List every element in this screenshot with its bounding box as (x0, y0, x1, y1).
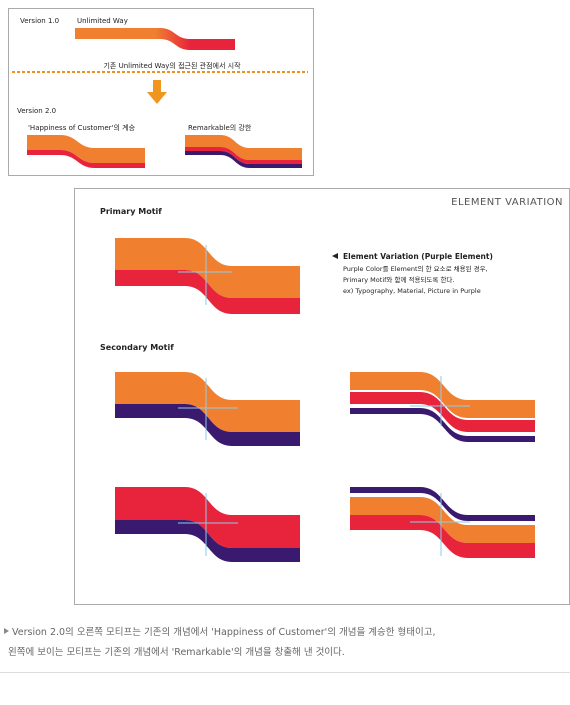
motif-shape (185, 135, 302, 160)
transition: 기존 Unlimited Way의 접근된 관점에서 시작 (103, 61, 241, 70)
caption-line: 왼쪽에 보이는 모티프는 기존의 개념에서 'Remarkable'의 개념을 … (8, 646, 345, 658)
version1: Version 1.0 (20, 17, 59, 25)
motif-shape (350, 408, 535, 442)
motif-shape (115, 238, 300, 298)
secondary-motif: Secondary Motif (100, 343, 174, 352)
unlimited-way: Unlimited Way (77, 17, 128, 25)
happiness: 'Happiness of Customer'의 계승 (28, 123, 136, 132)
motif-shape (350, 372, 535, 418)
motif-shape (115, 372, 300, 432)
caption-icon (4, 628, 9, 634)
caption-line: Version 2.0의 오른쪽 모티프는 기존의 개념에서 'Happines… (12, 626, 435, 638)
motif-shape (350, 515, 535, 558)
motif-shape (115, 404, 300, 446)
note-line: Primary Motif와 함께 적용되도록 한다. (343, 275, 454, 284)
note-line: Purple Color를 Element의 한 요소로 채용된 경우, (343, 264, 488, 273)
remarkable: Remarkable의 강한 (188, 123, 252, 132)
motif-shape (185, 147, 302, 164)
primary-motif: Primary Motif (100, 207, 162, 216)
note-title: Element Variation (Purple Element) (343, 252, 493, 261)
arrow (147, 80, 167, 104)
version2: Version 2.0 (17, 107, 56, 115)
motif-shape (350, 497, 535, 543)
motif-shape (115, 487, 300, 548)
bullet (332, 253, 338, 259)
motif-shape (75, 28, 235, 50)
motif-shape (115, 520, 300, 562)
note-line: ex) Typography, Material, Picture in Pur… (343, 287, 481, 295)
motif-shape (185, 151, 302, 168)
panel-title: ELEMENT VARIATION (451, 197, 563, 208)
motif-shape (27, 135, 145, 163)
motif-shape (350, 487, 535, 521)
motif-shape (27, 150, 145, 168)
motif-shape (350, 392, 535, 432)
motif-shape (115, 270, 300, 314)
